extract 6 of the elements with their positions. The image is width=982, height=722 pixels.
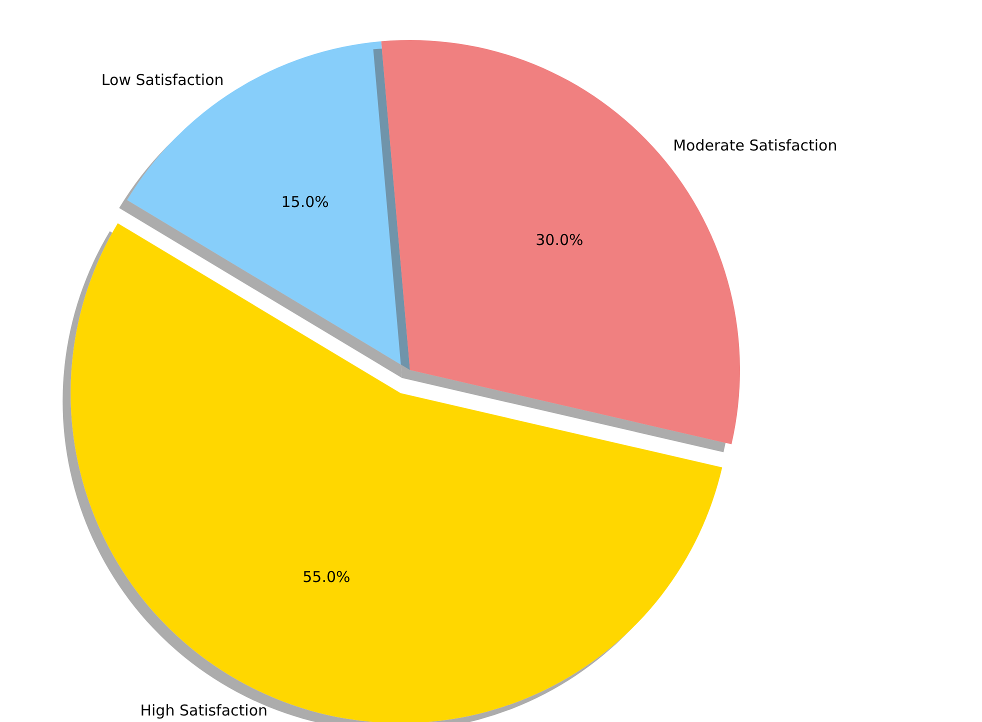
slice-label: Moderate Satisfaction (673, 136, 838, 155)
data-label: 30.0% (536, 231, 584, 250)
slice-label: High Satisfaction (140, 701, 268, 720)
data-label: 55.0% (302, 568, 350, 586)
slice-label: Low Satisfaction (101, 70, 224, 89)
data-label: 15.0% (281, 193, 329, 212)
